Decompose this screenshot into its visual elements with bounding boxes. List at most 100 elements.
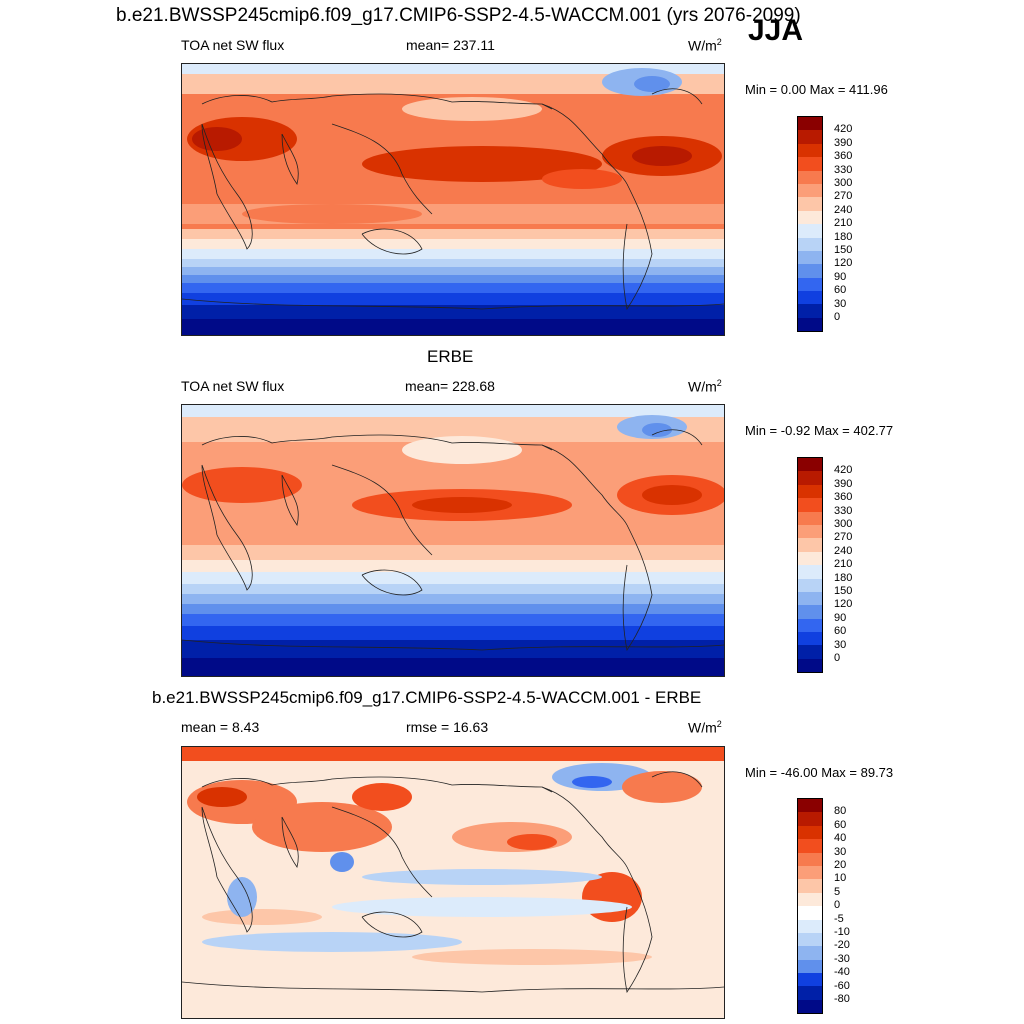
colorbar-tick-label: 300 bbox=[834, 518, 853, 530]
panel3-units: W/m2 bbox=[688, 719, 722, 736]
colorbar-segment bbox=[798, 892, 822, 907]
colorbar-segment bbox=[798, 658, 822, 673]
panel2-minmax: Min = -0.92 Max = 402.77 bbox=[745, 423, 894, 438]
colorbar-tick-label: -10 bbox=[834, 926, 850, 938]
colorbar-segment bbox=[798, 498, 822, 512]
panel3-rmse-label: rmse = 16.63 bbox=[406, 719, 489, 735]
colorbar-tick-label: 390 bbox=[834, 136, 853, 149]
colorbar-tick-label: 330 bbox=[834, 504, 853, 517]
colorbar-segment bbox=[798, 919, 822, 933]
colorbar-segment bbox=[798, 157, 822, 171]
colorbar-segment bbox=[798, 959, 822, 974]
colorbar-segment bbox=[798, 839, 822, 853]
colorbar-segment bbox=[798, 865, 822, 880]
colorbar-segment bbox=[798, 973, 822, 987]
colorbar-segment bbox=[798, 906, 822, 920]
colorbar-tick-label: 120 bbox=[834, 257, 853, 270]
colorbar-segment bbox=[798, 317, 822, 332]
colorbar-segment bbox=[798, 645, 822, 659]
panel1-minmax: Min = 0.00 Max = 411.96 bbox=[745, 82, 888, 97]
colorbar-segment bbox=[798, 605, 822, 619]
colorbar-tick-label: 30 bbox=[834, 638, 847, 651]
colorbar-tick-label: 330 bbox=[834, 163, 853, 176]
colorbar-segment bbox=[798, 932, 822, 947]
colorbar-segment bbox=[798, 170, 822, 184]
colorbar-tick-label: 40 bbox=[834, 832, 847, 845]
colorbar-tick-label: -20 bbox=[834, 939, 850, 952]
colorbar-segment bbox=[798, 946, 822, 960]
colorbar-segment bbox=[798, 471, 822, 485]
colorbar-tick-label: 270 bbox=[834, 531, 853, 544]
colorbar-segment bbox=[798, 264, 822, 278]
panel3-map bbox=[181, 746, 725, 1019]
colorbar-segment bbox=[798, 117, 822, 131]
colorbar-segment bbox=[798, 825, 822, 840]
panel2-units: W/m2 bbox=[688, 378, 722, 395]
colorbar-tick-label: 90 bbox=[834, 611, 847, 624]
colorbar-tick-label: -40 bbox=[834, 966, 850, 979]
colorbar-tick-label: 150 bbox=[834, 244, 853, 256]
colorbar-tick-label: 30 bbox=[834, 845, 847, 858]
main-title: b.e21.BWSSP245cmip6.f09_g17.CMIP6-SSP2-4… bbox=[116, 5, 801, 26]
colorbar-tick-label: -80 bbox=[834, 993, 850, 1005]
panel2-mean-label: mean= 228.68 bbox=[405, 378, 495, 394]
colorbar-segment bbox=[798, 511, 822, 525]
colorbar-tick-label: -30 bbox=[834, 952, 850, 965]
panel2-colorbar bbox=[797, 457, 823, 674]
panel3-minmax: Min = -46.00 Max = 89.73 bbox=[745, 765, 894, 780]
colorbar-segment bbox=[798, 210, 822, 225]
colorbar-tick-label: 390 bbox=[834, 477, 853, 490]
colorbar-segment bbox=[798, 618, 822, 633]
colorbar-tick-label: 300 bbox=[834, 177, 853, 189]
colorbar-tick-label: 420 bbox=[834, 464, 853, 477]
colorbar-segment bbox=[798, 197, 822, 211]
colorbar-tick-label: 20 bbox=[834, 859, 847, 871]
colorbar-segment bbox=[798, 143, 822, 158]
panel2-title: ERBE bbox=[427, 347, 474, 366]
colorbar-tick-label: 30 bbox=[834, 297, 847, 310]
colorbar-segment bbox=[798, 591, 822, 606]
colorbar-segment bbox=[798, 130, 822, 144]
colorbar-segment bbox=[798, 812, 822, 826]
colorbar-tick-label: -60 bbox=[834, 979, 850, 992]
colorbar-segment bbox=[798, 277, 822, 292]
colorbar-segment bbox=[798, 538, 822, 552]
colorbar-segment bbox=[798, 304, 822, 318]
colorbar-tick-label: 60 bbox=[834, 284, 847, 297]
colorbar-tick-label: 10 bbox=[834, 872, 847, 885]
colorbar-segment bbox=[798, 632, 822, 646]
colorbar-tick-label: 210 bbox=[834, 558, 853, 571]
colorbar-segment bbox=[798, 291, 822, 305]
colorbar-segment bbox=[798, 879, 822, 893]
panel2-map bbox=[181, 404, 725, 677]
colorbar-tick-label: 120 bbox=[834, 598, 853, 611]
colorbar-tick-label: 80 bbox=[834, 805, 847, 818]
colorbar-segment bbox=[798, 458, 822, 472]
colorbar-segment bbox=[798, 578, 822, 592]
colorbar-tick-label: 240 bbox=[834, 203, 853, 216]
colorbar-segment bbox=[798, 224, 822, 238]
colorbar-tick-label: 0 bbox=[834, 652, 841, 664]
colorbar-tick-label: 210 bbox=[834, 217, 853, 230]
colorbar-tick-label: -5 bbox=[834, 912, 844, 925]
colorbar-segment bbox=[798, 183, 822, 198]
panel1-colorbar bbox=[797, 116, 823, 333]
colorbar-tick-label: 0 bbox=[834, 899, 841, 912]
colorbar-tick-label: 150 bbox=[834, 585, 853, 597]
colorbar-tick-label: 5 bbox=[834, 885, 841, 898]
panel1-mean-label: mean= 237.11 bbox=[406, 37, 495, 53]
colorbar-tick-label: 420 bbox=[834, 123, 853, 136]
colorbar-segment bbox=[798, 551, 822, 566]
colorbar-tick-label: 240 bbox=[834, 544, 853, 557]
panel1-units: W/m2 bbox=[688, 37, 722, 54]
panel1-map bbox=[181, 63, 725, 336]
colorbar-tick-label: 270 bbox=[834, 190, 853, 203]
colorbar-segment bbox=[798, 237, 822, 251]
colorbar-segment bbox=[798, 524, 822, 539]
colorbar-tick-label: 180 bbox=[834, 230, 853, 243]
panel3-colorbar bbox=[797, 798, 823, 1015]
colorbar-segment bbox=[798, 852, 822, 866]
colorbar-tick-label: 360 bbox=[834, 491, 853, 504]
season-label: JJA bbox=[748, 14, 804, 47]
colorbar-segment bbox=[798, 250, 822, 265]
